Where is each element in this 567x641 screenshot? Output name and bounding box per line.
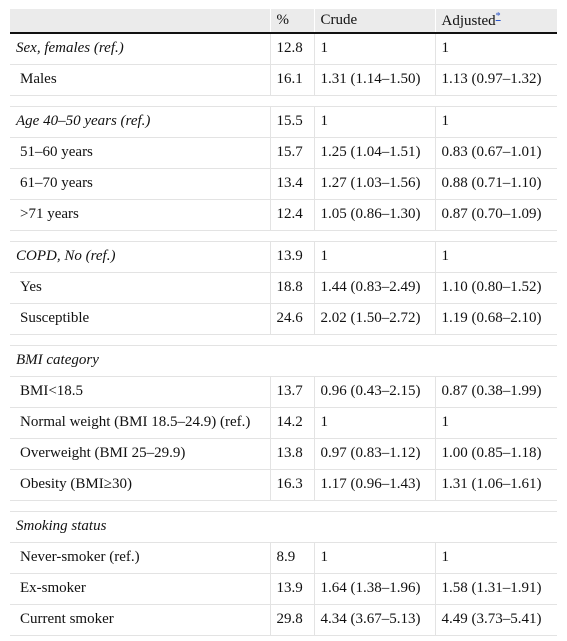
row-adjusted: 1 xyxy=(434,407,557,439)
group-spacer xyxy=(10,500,557,512)
table-row: Males 16.1 1.31 (1.14–1.50) 1.13 (0.97–1… xyxy=(10,64,557,96)
row-crude: 0.96 (0.43–2.15) xyxy=(313,376,435,408)
row-percent: 13.7 xyxy=(269,376,314,408)
row-crude: 0.97 (0.83–1.12) xyxy=(313,438,435,470)
row-adjusted: 1 xyxy=(434,542,557,574)
header-crude: Crude xyxy=(313,9,435,34)
table-row: Ex-smoker 13.9 1.64 (1.38–1.96) 1.58 (1.… xyxy=(10,573,557,605)
group-spacer xyxy=(10,334,557,346)
row-adjusted: 1 xyxy=(434,33,557,65)
row-label: Normal weight (BMI 18.5–24.9) (ref.) xyxy=(10,407,270,439)
row-crude: 1 xyxy=(313,33,435,65)
table-row: COPD, No (ref.) 13.9 1 1 xyxy=(10,241,557,273)
header-label-cell xyxy=(10,9,270,34)
row-adjusted: 0.88 (0.71–1.10) xyxy=(434,168,557,200)
table-row: 61–70 years 13.4 1.27 (1.03–1.56) 0.88 (… xyxy=(10,168,557,200)
table-row: Never-smoker (ref.) 8.9 1 1 xyxy=(10,542,557,574)
row-label: BMI<18.5 xyxy=(10,376,270,408)
table-row: >71 years 12.4 1.05 (0.86–1.30) 0.87 (0.… xyxy=(10,199,557,231)
header-percent: % xyxy=(269,9,314,34)
row-label: Never-smoker (ref.) xyxy=(10,542,270,574)
table-header-row: % Crude Adjusted* xyxy=(10,9,557,34)
group-heading: BMI category xyxy=(10,345,557,377)
row-label: 51–60 years xyxy=(10,137,270,169)
row-percent: 29.8 xyxy=(269,604,314,636)
row-adjusted: 1.19 (0.68–2.10) xyxy=(434,303,557,335)
table-row: Sex, females (ref.) 12.8 1 1 xyxy=(10,33,557,65)
group-heading: Smoking status xyxy=(10,511,557,543)
table-row: 51–60 years 15.7 1.25 (1.04–1.51) 0.83 (… xyxy=(10,137,557,169)
row-label: Susceptible xyxy=(10,303,270,335)
table-row: Age 40–50 years (ref.) 15.5 1 1 xyxy=(10,106,557,138)
row-crude: 1.25 (1.04–1.51) xyxy=(313,137,435,169)
row-adjusted: 1.10 (0.80–1.52) xyxy=(434,272,557,304)
row-adjusted: 1.13 (0.97–1.32) xyxy=(434,64,557,96)
table-row: Obesity (BMI≥30) 16.3 1.17 (0.96–1.43) 1… xyxy=(10,469,557,501)
row-crude: 1.64 (1.38–1.96) xyxy=(313,573,435,605)
row-percent: 13.4 xyxy=(269,168,314,200)
header-adjusted-label: Adjusted xyxy=(441,13,496,29)
row-percent: 15.5 xyxy=(269,106,314,138)
row-adjusted: 0.87 (0.70–1.09) xyxy=(434,199,557,231)
results-table: % Crude Adjusted* Sex, females (ref.) 12… xyxy=(10,9,557,636)
row-adjusted: 1.58 (1.31–1.91) xyxy=(434,573,557,605)
row-adjusted: 1.31 (1.06–1.61) xyxy=(434,469,557,501)
row-crude: 2.02 (1.50–2.72) xyxy=(313,303,435,335)
row-crude: 1.05 (0.86–1.30) xyxy=(313,199,435,231)
row-percent: 8.9 xyxy=(269,542,314,574)
row-percent: 12.4 xyxy=(269,199,314,231)
row-crude: 1 xyxy=(313,106,435,138)
row-crude: 1 xyxy=(313,407,435,439)
table-row: BMI category xyxy=(10,345,557,377)
table-row: Current smoker 29.8 4.34 (3.67–5.13) 4.4… xyxy=(10,604,557,636)
row-percent: 16.1 xyxy=(269,64,314,96)
group-spacer xyxy=(10,95,557,107)
row-adjusted: 1 xyxy=(434,241,557,273)
row-crude: 4.34 (3.67–5.13) xyxy=(313,604,435,636)
row-label: Yes xyxy=(10,272,270,304)
group-spacer xyxy=(10,230,557,242)
row-crude: 1.27 (1.03–1.56) xyxy=(313,168,435,200)
row-label: Obesity (BMI≥30) xyxy=(10,469,270,501)
table-row: Normal weight (BMI 18.5–24.9) (ref.) 14.… xyxy=(10,407,557,439)
row-label: Current smoker xyxy=(10,604,270,636)
row-crude: 1.31 (1.14–1.50) xyxy=(313,64,435,96)
footnote-link[interactable]: * xyxy=(495,11,501,22)
table-row: BMI<18.5 13.7 0.96 (0.43–2.15) 0.87 (0.3… xyxy=(10,376,557,408)
row-crude: 1.17 (0.96–1.43) xyxy=(313,469,435,501)
table-row: Susceptible 24.6 2.02 (1.50–2.72) 1.19 (… xyxy=(10,303,557,335)
header-adjusted: Adjusted* xyxy=(434,9,557,34)
row-adjusted: 0.87 (0.38–1.99) xyxy=(434,376,557,408)
row-percent: 14.2 xyxy=(269,407,314,439)
row-crude: 1 xyxy=(313,542,435,574)
row-percent: 12.8 xyxy=(269,33,314,65)
row-crude: 1.44 (0.83–2.49) xyxy=(313,272,435,304)
row-label: Ex-smoker xyxy=(10,573,270,605)
row-crude: 1 xyxy=(313,241,435,273)
row-percent: 24.6 xyxy=(269,303,314,335)
row-label: >71 years xyxy=(10,199,270,231)
row-label: 61–70 years xyxy=(10,168,270,200)
row-percent: 13.9 xyxy=(269,241,314,273)
table-row: Smoking status xyxy=(10,511,557,543)
row-label: Sex, females (ref.) xyxy=(10,33,270,65)
row-adjusted: 4.49 (3.73–5.41) xyxy=(434,604,557,636)
row-label: Age 40–50 years (ref.) xyxy=(10,106,270,138)
row-label: Males xyxy=(10,64,270,96)
table-row: Overweight (BMI 25–29.9) 13.8 0.97 (0.83… xyxy=(10,438,557,470)
row-label: Overweight (BMI 25–29.9) xyxy=(10,438,270,470)
row-percent: 16.3 xyxy=(269,469,314,501)
row-percent: 13.9 xyxy=(269,573,314,605)
row-percent: 13.8 xyxy=(269,438,314,470)
row-adjusted: 1.00 (0.85–1.18) xyxy=(434,438,557,470)
row-adjusted: 1 xyxy=(434,106,557,138)
table-row: Yes 18.8 1.44 (0.83–2.49) 1.10 (0.80–1.5… xyxy=(10,272,557,304)
row-percent: 15.7 xyxy=(269,137,314,169)
row-adjusted: 0.83 (0.67–1.01) xyxy=(434,137,557,169)
row-label: COPD, No (ref.) xyxy=(10,241,270,273)
row-percent: 18.8 xyxy=(269,272,314,304)
